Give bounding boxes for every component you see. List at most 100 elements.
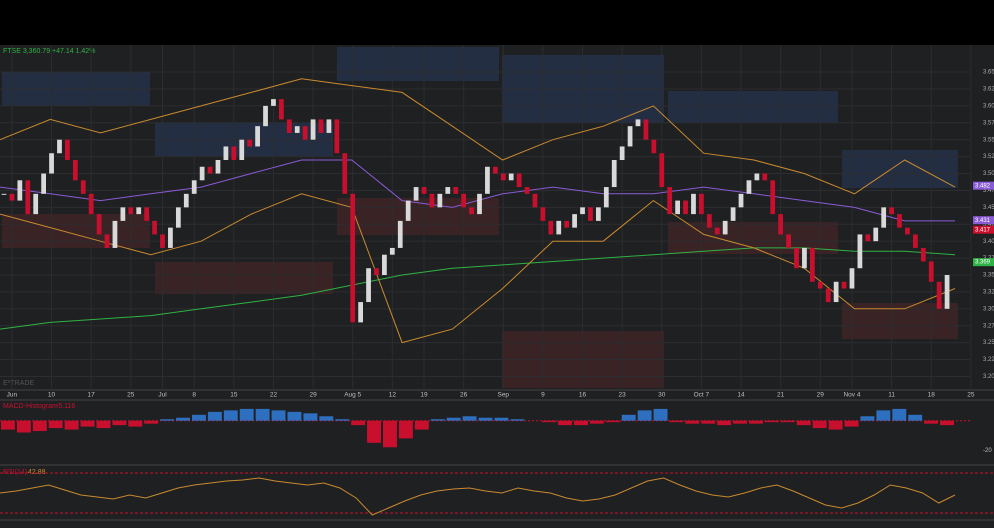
- y-tick-label: 3.35: [983, 273, 994, 279]
- zone: [668, 91, 838, 123]
- price-badge: [973, 225, 994, 234]
- macd-bar: [669, 420, 684, 423]
- chart-bg: [0, 45, 994, 528]
- macd-bar: [478, 417, 493, 421]
- candle: [223, 146, 229, 160]
- watermark: E*TRADE: [3, 380, 34, 387]
- x-tick-label: Nov 4: [843, 392, 860, 399]
- candle: [603, 187, 609, 208]
- macd-bar: [80, 420, 95, 427]
- x-tick-label: 8: [192, 392, 196, 399]
- y-tick-label: 3.27: [983, 323, 994, 329]
- price-badge-label: 3.369: [975, 260, 991, 266]
- macd-bar: [112, 420, 127, 426]
- candle: [928, 261, 934, 282]
- macd-bar: [223, 410, 238, 421]
- candle: [421, 187, 427, 194]
- macd-bar: [303, 413, 318, 421]
- candle: [120, 207, 126, 221]
- x-tick-label: 15: [230, 392, 238, 399]
- candle: [588, 207, 593, 221]
- macd-bar: [414, 420, 429, 430]
- candle: [920, 247, 926, 262]
- candle: [762, 173, 768, 181]
- x-tick-label: 22: [270, 392, 278, 399]
- macd-bar: [574, 420, 588, 426]
- candle: [508, 173, 514, 181]
- overlay-line: [0, 247, 956, 330]
- candle: [873, 227, 879, 242]
- candle: [469, 207, 474, 215]
- x-tick-label: Jul: [158, 392, 167, 399]
- candle: [128, 207, 134, 215]
- rsi-title: RSI(14): [3, 469, 27, 476]
- x-tick-label: 26: [460, 392, 468, 399]
- y-tick-label: 3.20: [983, 374, 994, 380]
- macd-bar: [621, 414, 636, 421]
- candle: [627, 126, 633, 147]
- zone: [337, 198, 499, 235]
- macd-bar: [876, 410, 891, 421]
- candle: [548, 220, 554, 235]
- macd-bar: [64, 420, 79, 430]
- price-badge: [973, 216, 994, 225]
- y-tick-label: 3.45: [983, 205, 994, 211]
- macd-bar: [335, 419, 350, 421]
- price-badge-label: 3.431: [975, 218, 991, 224]
- x-tick-label: 9: [541, 392, 545, 399]
- macd-bar: [510, 419, 525, 421]
- candle: [485, 166, 490, 194]
- candle: [136, 207, 142, 215]
- candle: [33, 193, 39, 215]
- y-tick-label: 3.47: [983, 188, 994, 194]
- candle: [556, 220, 562, 235]
- x-tick-label: Oct 7: [694, 392, 710, 399]
- candle: [730, 207, 736, 221]
- rsi-value: 42.88: [28, 469, 46, 476]
- macd-bar: [128, 420, 143, 427]
- macd-bar: [367, 420, 381, 443]
- candle: [580, 207, 585, 215]
- candle: [183, 193, 189, 208]
- macd-bar: [494, 417, 509, 421]
- candle: [318, 119, 324, 133]
- candle: [794, 247, 799, 269]
- macd-tick-label: -20: [983, 448, 992, 454]
- candle: [342, 153, 348, 194]
- macd-bar: [940, 420, 954, 426]
- macd-bar: [48, 420, 63, 429]
- candle: [239, 139, 245, 160]
- macd-bar: [812, 420, 827, 429]
- macd-bar: [96, 420, 111, 429]
- candle: [80, 180, 86, 194]
- candle: [572, 214, 577, 228]
- candle: [310, 119, 316, 140]
- candle: [278, 99, 284, 120]
- y-tick-label: 3.52: [983, 154, 994, 160]
- candle: [96, 214, 102, 235]
- candle: [247, 139, 253, 147]
- macd-bar: [908, 414, 923, 421]
- candle: [936, 281, 942, 309]
- candle: [897, 214, 902, 228]
- x-tick-label: 23: [619, 392, 627, 399]
- candle: [825, 288, 831, 303]
- macd-bar: [398, 420, 413, 439]
- zone: [2, 214, 150, 248]
- candle: [199, 166, 205, 181]
- candle: [611, 160, 617, 188]
- candle: [881, 207, 887, 228]
- y-tick-label: 3.22: [983, 357, 994, 363]
- y-tick-label: 3.42: [983, 222, 994, 228]
- macd-bar: [255, 408, 270, 421]
- candle: [65, 139, 70, 160]
- price-badge-label: 3.482: [975, 183, 991, 189]
- macd-bar: [765, 420, 779, 423]
- y-tick-label: 3.60: [983, 103, 994, 109]
- candle: [9, 193, 15, 201]
- x-tick-label: 29: [817, 392, 825, 399]
- candle: [944, 275, 950, 309]
- y-tick-label: 3.65: [983, 70, 994, 76]
- candle: [326, 119, 332, 133]
- candle: [461, 193, 467, 208]
